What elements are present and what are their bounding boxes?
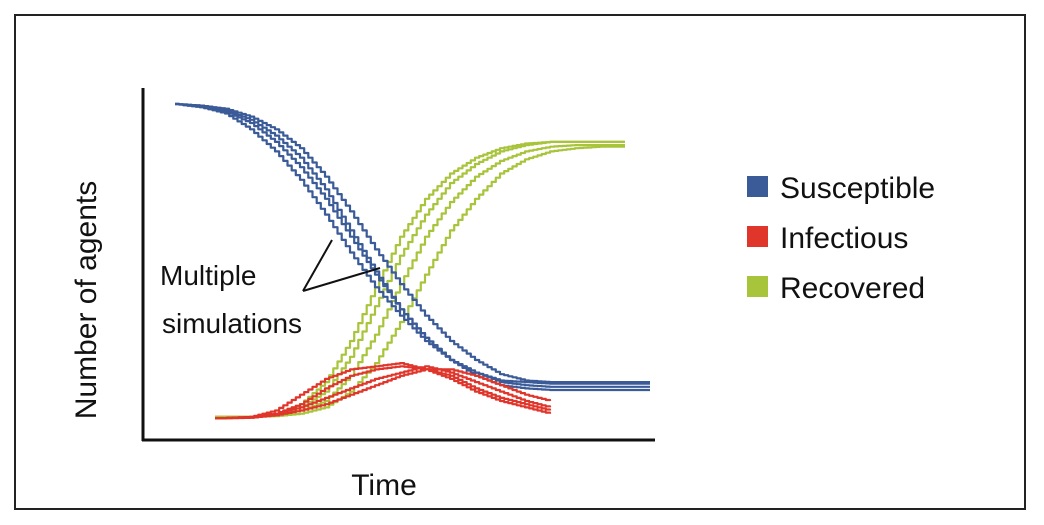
legend-label-recovered: Recovered bbox=[780, 272, 925, 305]
legend-label-infectious: Infectious bbox=[780, 222, 908, 255]
infectious-run-3-line bbox=[215, 365, 552, 420]
recovered-run-3-line bbox=[215, 144, 625, 418]
recovered-run-4-line bbox=[215, 145, 625, 418]
legend-swatch-susceptible bbox=[747, 176, 768, 197]
series-layer bbox=[175, 102, 650, 420]
recovered-run-2-line bbox=[215, 140, 625, 418]
x-axis-label: Time bbox=[351, 469, 417, 502]
chart-frame bbox=[14, 14, 1026, 510]
legend-label-susceptible: Susceptible bbox=[780, 172, 935, 205]
susceptible-run-1-line bbox=[175, 102, 650, 392]
susceptible-run-2-line bbox=[175, 102, 650, 388]
annotation-pointer-1 bbox=[302, 239, 333, 292]
annotation-pointer-2 bbox=[302, 267, 381, 292]
legend: Susceptible Infectious Recovered bbox=[747, 172, 935, 305]
annotation-multiple-simulations: Multiple simulations bbox=[160, 239, 381, 339]
annotation-line-1: Multiple bbox=[160, 260, 256, 291]
y-axis-label: Number of agents bbox=[70, 181, 103, 419]
infectious-run-1-line bbox=[215, 362, 552, 420]
legend-swatch-infectious bbox=[747, 226, 768, 247]
infectious-run-4-line bbox=[215, 368, 552, 420]
annotation-line-2: simulations bbox=[162, 308, 302, 339]
legend-swatch-recovered bbox=[747, 276, 768, 297]
susceptible-run-3-line bbox=[175, 102, 650, 385]
recovered-run-1-line bbox=[215, 140, 625, 418]
susceptible-run-4-line bbox=[175, 102, 650, 384]
